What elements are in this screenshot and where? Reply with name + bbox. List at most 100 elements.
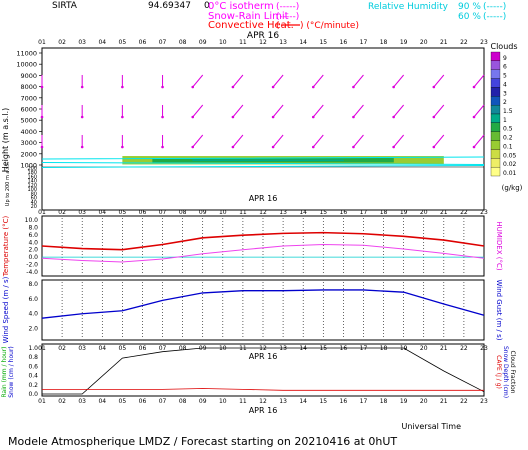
temperature-axis-label: Temperature (°C)	[2, 216, 10, 278]
wind-arrow	[232, 74, 244, 88]
precip-tick-label: 0.6	[28, 363, 38, 370]
hour-label-temp: 05	[119, 209, 127, 216]
station-name: SIRTA	[52, 1, 78, 11]
hour-label-top: 18	[380, 39, 388, 46]
snow-depth-axis-label: Snow Depth (cm)	[502, 346, 509, 398]
height-tick-label: 8000	[20, 83, 37, 91]
colorbar-tick-label: 9	[503, 55, 507, 62]
wind-arrow-head	[271, 115, 275, 119]
temperature-tick-label: -2.0	[26, 262, 38, 269]
wind-arrow	[353, 74, 364, 88]
hour-label-top: 13	[279, 39, 287, 46]
colorbar-tick-label: 2	[503, 99, 507, 106]
wind-arrow-head	[311, 115, 315, 119]
hour-label-precip: 20	[420, 345, 428, 352]
wind-arrow	[433, 104, 445, 118]
date-label-bottom: APR 16	[249, 406, 278, 415]
date-label-top: APR 16	[247, 31, 279, 41]
wind-arrow	[312, 74, 324, 88]
hour-label-temp: 20	[420, 209, 428, 216]
wind-arrow-head	[191, 115, 195, 119]
height-tick-label: 1000	[20, 162, 37, 170]
hour-label-precip: 01	[38, 345, 46, 352]
hour-label-top: 23	[480, 39, 488, 46]
hour-label-top: 07	[159, 39, 167, 46]
wind-arrow-head	[472, 85, 476, 89]
colorbar-tick-label: 0.2	[503, 135, 513, 142]
hour-label-top: 20	[420, 39, 428, 46]
hour-label-bottom: 05	[119, 398, 127, 405]
hour-label-precip: 10	[219, 345, 227, 352]
wind-arrow-head	[80, 85, 84, 89]
colorbar-swatch	[490, 149, 501, 159]
hour-label-temp: 21	[440, 209, 448, 216]
hour-label-temp: 22	[460, 209, 468, 216]
wind-arrow-head	[392, 145, 395, 149]
hour-label-bottom: 17	[360, 398, 368, 405]
rh-value-60: 60 %	[458, 12, 481, 22]
hour-label-precip: 05	[119, 345, 127, 352]
low-height-tick-label: 140	[27, 179, 37, 185]
hour-label-precip: 15	[319, 345, 327, 352]
hour-label-bottom: 09	[199, 398, 207, 405]
hour-label-temp: 23	[480, 209, 488, 216]
hour-label-precip: 16	[340, 345, 348, 352]
hour-label-bottom: 08	[179, 398, 187, 405]
rain-axis-label: Rain (mm / hour)	[1, 346, 8, 397]
colorbar-swatch	[490, 69, 501, 79]
low-height-tick-label: 40	[31, 200, 37, 206]
wind-arrow-head	[432, 115, 436, 119]
wind-arrow	[353, 104, 364, 118]
cloud-band-dense	[192, 159, 344, 161]
humidex-line	[41, 244, 485, 263]
precip-tick-label: 0.4	[28, 373, 38, 380]
wind-arrow	[473, 104, 485, 118]
wind-arrow-head	[472, 145, 476, 149]
hour-label-top: 15	[319, 39, 327, 46]
low-height-tick-label: 120	[27, 183, 37, 189]
hour-label-top: 02	[58, 39, 66, 46]
wind-arrow	[353, 134, 364, 148]
wind-arrow	[312, 134, 324, 148]
cape-axis-label: CAPE (J / g)	[495, 355, 502, 389]
wind-speed-tick-label: 4.0	[28, 311, 38, 318]
wind-speed-tick-label: 8.0	[28, 281, 38, 288]
chart-marks: 01 02 03 04 05 06 07 08 09 10 11 12 13 14 15 16 17 18 19 20…	[16, 39, 516, 415]
hour-label-top: 12	[259, 39, 267, 46]
hour-label-bottom: 06	[139, 398, 147, 405]
wind-arrow	[433, 74, 445, 88]
hour-label-precip: 14	[299, 345, 307, 352]
temperature-line	[41, 231, 485, 251]
temperature-tick-label: 2.0	[28, 247, 38, 254]
low-height-tick-label: 100	[27, 187, 37, 193]
legend-isotherm-label: 0°C isotherm	[208, 1, 274, 12]
wind-arrow-head	[161, 85, 164, 89]
temperature-tick-label: 0.0	[28, 254, 38, 261]
low-height-tick-label: 200	[27, 166, 37, 172]
wind-arrow-head	[352, 85, 355, 89]
precip-tick-label: 1.0	[28, 345, 38, 352]
hour-label-bottom: 12	[259, 398, 267, 405]
wind-arrow	[272, 134, 284, 148]
legend-isotherm-sample: (-----)	[276, 2, 299, 12]
wind-speed-tick-label: 2.0	[28, 326, 38, 333]
colorbar-swatch	[490, 113, 501, 124]
wind-arrow-head	[271, 85, 275, 89]
hour-label-precip: 12	[259, 345, 267, 352]
hour-label-precip: 11	[239, 345, 247, 352]
wind-arrow-head	[40, 85, 44, 89]
colorbar-unit: (g/kg)	[502, 184, 523, 192]
cloud-fraction-line	[42, 347, 485, 395]
hour-label-temp: 14	[299, 209, 307, 216]
hour-label-bottom: 20	[420, 398, 428, 405]
hour-label-bottom: 10	[219, 398, 227, 405]
wind-arrow	[192, 74, 204, 88]
wind-arrow-head	[231, 145, 235, 149]
colorbar-swatch	[490, 87, 501, 97]
hour-label-temp: 13	[279, 209, 287, 216]
hour-label-temp: 09	[199, 209, 207, 216]
colorbar-swatch	[490, 51, 501, 62]
wind-arrow	[192, 134, 204, 148]
colorbar-swatch	[490, 158, 501, 168]
wind-arrow-head	[191, 85, 195, 89]
